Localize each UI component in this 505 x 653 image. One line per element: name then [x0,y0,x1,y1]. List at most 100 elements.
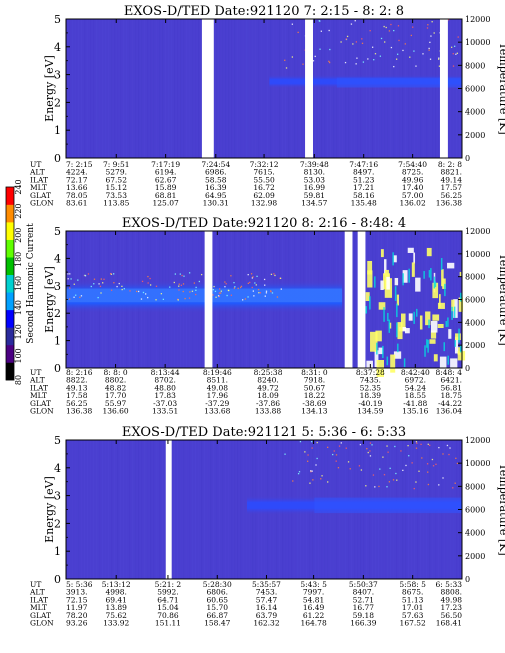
y-tick-label: 2 [54,96,61,109]
noise-speckle [264,284,266,286]
texture-streak [153,19,155,158]
info-value: 135.16 [402,407,428,416]
info-value: 8:25:38 [254,368,283,377]
texture-streak [195,19,197,158]
noise-speckle [316,441,318,444]
noise-burst [432,282,439,299]
noise-burst [389,322,392,329]
noise-burst [453,306,456,318]
noise-speckle [374,486,376,488]
info-value: 16.72 [253,183,275,192]
noise-burst [397,343,399,353]
noise-burst [459,345,462,353]
y-tick-label: 3 [54,280,61,293]
noise-speckle [328,61,331,64]
texture-streak [210,440,212,579]
texture-streak [135,19,137,158]
info-value: 7:17:19 [151,160,180,169]
texture-streak [450,231,452,368]
colorbar-segment [6,257,14,276]
noise-speckle [140,298,143,300]
noise-speckle [149,284,152,286]
noise-burst [447,355,449,365]
noise-speckle [177,299,179,301]
noise-speckle [452,53,454,55]
texture-streak [162,440,164,579]
y-tick-label: 1 [54,545,61,558]
noise-speckle [307,460,309,462]
info-value: 5:58: 5 [399,580,426,589]
noise-speckle [400,450,402,452]
noise-speckle [217,295,220,297]
info-value: -37.03 [153,399,177,408]
data-gap [305,19,313,158]
noise-speckle [230,275,232,277]
info-value: 133.88 [255,407,281,416]
noise-speckle [402,469,404,472]
noise-speckle [116,285,118,288]
texture-streak [168,19,170,158]
texture-streak [204,440,206,579]
noise-speckle [355,63,357,65]
info-value: 6: 5:33 [435,580,462,589]
noise-speckle [408,455,410,457]
y2-tick-label: 10000 [465,250,490,259]
texture-streak [219,19,221,158]
noise-speckle [337,467,340,469]
noise-speckle [179,273,181,275]
noise-speckle [369,30,371,32]
noise-speckle [345,38,347,40]
colorbar-segment [6,187,14,205]
info-value: 69.41 [105,595,126,604]
texture-streak [177,19,179,158]
noise-speckle [433,32,435,34]
noise-speckle [426,463,429,465]
noise-speckle [87,273,90,275]
noise-speckle [250,273,253,275]
info-row-label: ILAT [30,595,48,604]
noise-speckle [173,281,175,284]
noise-speckle [195,286,197,289]
info-value: 49.72 [257,383,279,392]
noise-speckle [284,453,286,455]
info-value: 56.25 [441,191,463,200]
noise-speckle [256,275,258,278]
info-value: 59.18 [353,611,375,620]
texture-streak [189,440,191,579]
noise-speckle [312,60,315,62]
noise-burst [441,269,444,287]
colorbar-segment [6,204,14,223]
noise-speckle [155,299,157,301]
noise-speckle [109,272,112,275]
info-row-label: ALT [29,588,45,597]
noise-speckle [352,43,354,45]
texture-streak [387,231,389,368]
info-value: 78.20 [66,611,88,620]
texture-streak [120,19,122,158]
info-value: 60.65 [207,595,229,604]
noise-burst [366,360,373,379]
noise-burst [457,347,461,355]
noise-speckle [121,288,123,291]
texture-streak [108,19,110,158]
noise-speckle [411,462,413,464]
texture-streak [183,19,185,158]
noise-burst [407,247,414,253]
texture-streak [150,19,152,158]
noise-speckle [233,281,235,284]
texture-streak [111,19,113,158]
texture-streak [159,19,161,158]
noise-speckle [225,283,227,285]
texture-streak [411,231,413,368]
noise-speckle [252,290,255,292]
noise-speckle [218,295,220,298]
data-gap [201,19,214,158]
y-axis-label: Energy [eV] [43,55,56,122]
texture-streak [147,440,149,579]
energy-band-core [66,288,343,303]
texture-streak [141,440,143,579]
noise-burst [429,339,436,344]
texture-streak [165,19,167,158]
info-value: 15.89 [155,183,177,192]
noise-speckle [387,451,389,453]
